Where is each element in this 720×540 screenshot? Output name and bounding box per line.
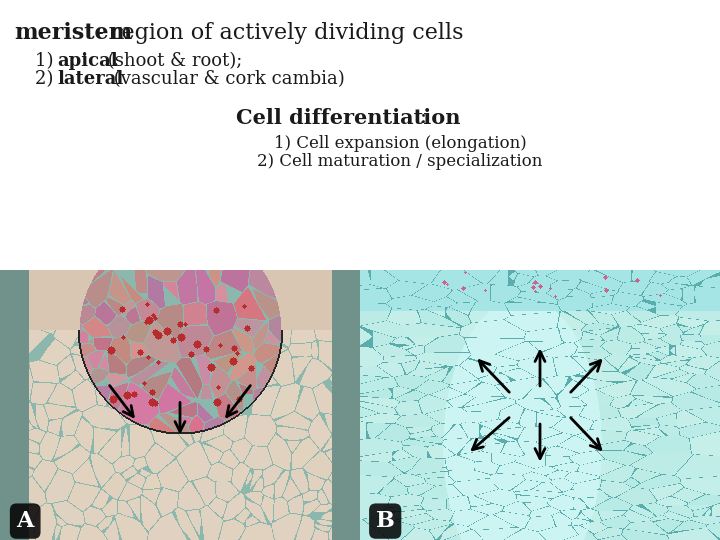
Text: B: B: [376, 510, 395, 532]
Text: Cell differentiation: Cell differentiation: [235, 108, 460, 128]
Text: :: :: [420, 108, 427, 127]
Text: (vascular & cork cambia): (vascular & cork cambia): [108, 70, 345, 88]
Text: - region of actively dividing cells: - region of actively dividing cells: [89, 22, 464, 44]
Text: (shoot & root);: (shoot & root);: [102, 52, 243, 70]
Text: 2): 2): [35, 70, 59, 88]
Text: apical: apical: [57, 52, 117, 70]
Text: A: A: [17, 510, 34, 532]
Text: lateral: lateral: [57, 70, 123, 88]
Text: meristem: meristem: [14, 22, 132, 44]
Text: 1) Cell expansion (elongation): 1) Cell expansion (elongation): [274, 135, 526, 152]
Text: 1): 1): [35, 52, 59, 70]
Text: 2) Cell maturation / specialization: 2) Cell maturation / specialization: [257, 153, 543, 170]
